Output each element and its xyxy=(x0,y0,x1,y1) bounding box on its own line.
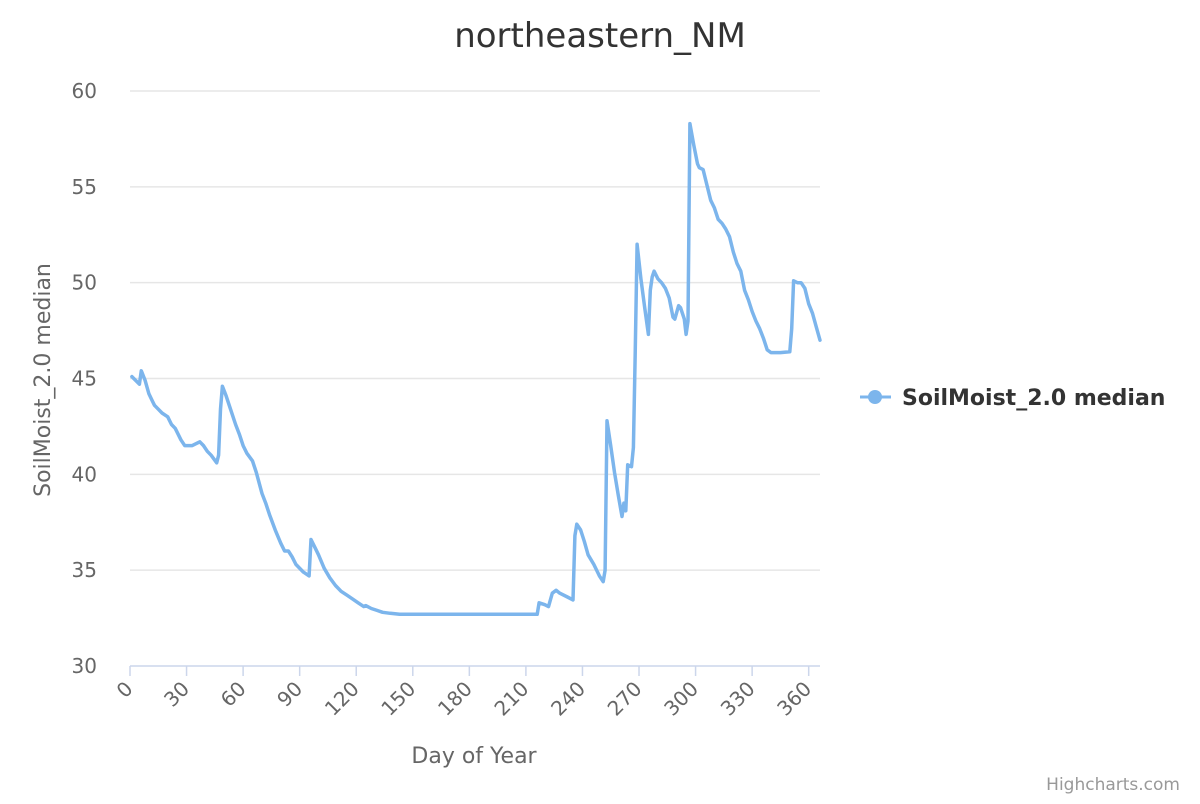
gridlines xyxy=(130,90,820,571)
y-tick-label: 50 xyxy=(72,271,97,295)
series-group xyxy=(130,121,822,617)
x-axis-title: Day of Year xyxy=(411,744,537,769)
x-tick-label: 270 xyxy=(603,677,647,721)
x-axis-tick-labels: 0 30 60 90 120 150 180 210 240 270 300 330 360 xyxy=(112,677,817,721)
x-tick-label: 30 xyxy=(159,677,194,712)
y-tick-label: 30 xyxy=(72,654,97,678)
x-tick-label: 180 xyxy=(433,677,477,721)
y-tick-label: 40 xyxy=(72,462,97,486)
x-tick-label: 300 xyxy=(659,677,703,721)
y-tick-label: 55 xyxy=(72,175,97,199)
x-tick-label: 120 xyxy=(320,677,364,721)
series-line[interactable] xyxy=(130,121,822,617)
x-tick-label: 90 xyxy=(272,677,307,712)
y-tick-label: 35 xyxy=(72,558,97,582)
chart-title: northeastern_NM xyxy=(454,16,746,56)
x-tick-label: 330 xyxy=(716,677,760,721)
x-tick-label: 60 xyxy=(216,677,251,712)
x-tick-label: 240 xyxy=(546,677,590,721)
y-axis-title: SoilMoist_2.0 median xyxy=(31,263,56,497)
axes xyxy=(129,665,820,676)
x-tick-label: 0 xyxy=(112,677,138,703)
legend-marker-icon xyxy=(868,390,882,404)
x-tick-label: 210 xyxy=(489,677,533,721)
legend-label: SoilMoist_2.0 median xyxy=(902,386,1165,411)
y-tick-label: 60 xyxy=(72,79,97,103)
y-axis-tick-labels: 30 35 40 45 50 55 60 xyxy=(72,79,97,678)
x-tick-label: 150 xyxy=(376,677,420,721)
legend-item[interactable]: SoilMoist_2.0 median xyxy=(860,386,1165,411)
y-tick-label: 45 xyxy=(72,367,97,391)
credits-link[interactable]: Highcharts.com xyxy=(1046,775,1180,795)
x-tick-label: 360 xyxy=(772,677,816,721)
